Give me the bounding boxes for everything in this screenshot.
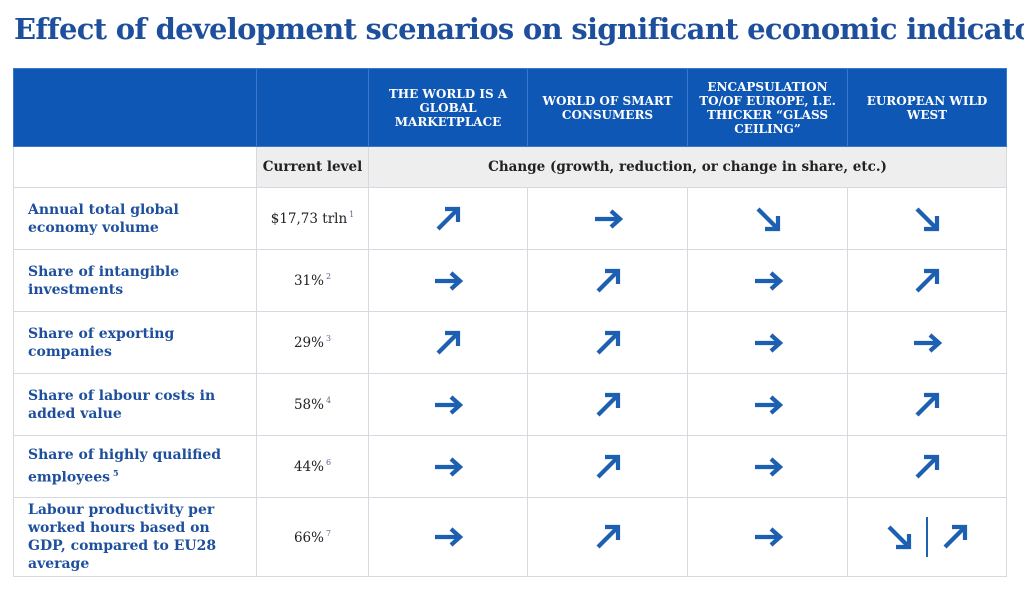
change-cell (687, 187, 848, 250)
current-level-value: 31% 2 (256, 249, 369, 312)
change-cell (368, 497, 528, 577)
indicator-label-text: Labour productivity per worked hours bas… (28, 502, 217, 572)
change-cell (527, 249, 688, 312)
column-header: EUROPEAN WILD WEST (847, 68, 1007, 147)
column-header: WORLD OF SMART CONSUMERS (527, 68, 688, 147)
change-cell (847, 497, 1007, 577)
footnote-marker: 1 (349, 210, 355, 219)
change-cell (368, 249, 528, 312)
table-row: Labour productivity per worked hours bas… (13, 497, 1007, 577)
change-cell (687, 373, 848, 436)
indicator-label-text: Share of exporting companies (28, 325, 175, 360)
change-cell (527, 187, 688, 250)
footnote-marker: 6 (325, 458, 332, 467)
column-header: ENCAPSULATION TO/OF EUROPE, I.E. THICKER… (687, 68, 848, 147)
arrow-down-right-icon (751, 205, 785, 233)
table-row: Annual total global economy volume $17,73… (13, 187, 1007, 250)
arrow-right-icon (431, 523, 465, 551)
indicator-label-text: Share of highly qualified employees 5 (28, 447, 222, 486)
change-cell (527, 373, 688, 436)
page-title: Effect of development scenarios on signi… (14, 12, 1024, 46)
header-blank (256, 68, 369, 147)
indicator-label: Share of highly qualified employees 5 (13, 435, 257, 498)
indicator-label: Annual total global economy volume (13, 187, 257, 250)
indicator-label: Share of labour costs in added value (13, 373, 257, 436)
change-cell (847, 249, 1007, 312)
divider (926, 517, 928, 557)
arrow-up-right-icon (591, 523, 625, 551)
current-level-value: $17,73 trln 1 (256, 187, 369, 250)
indicator-label-text: Annual total global economy volume (28, 201, 179, 236)
change-cell (527, 497, 688, 577)
table-row: Share of labour costs in added value 58% 4 (13, 373, 1007, 436)
arrow-down-right-icon (910, 205, 944, 233)
arrow-right-icon (751, 391, 785, 419)
change-cell (687, 497, 848, 577)
arrow-up-right-icon (591, 267, 625, 295)
header-row: THE WORLD IS A GLOBAL MARKETPLACE WORLD … (13, 68, 1007, 147)
arrow-right-icon (431, 267, 465, 295)
table-row: Share of intangible investments 31% 2 (13, 249, 1007, 312)
footnote-marker: 3 (325, 334, 332, 343)
arrow-right-icon (431, 391, 465, 419)
arrow-right-icon (910, 329, 944, 357)
indicators-table: THE WORLD IS A GLOBAL MARKETPLACE WORLD … (13, 68, 1007, 577)
subheader-blank (13, 146, 257, 188)
footnote-marker: 5 (113, 468, 119, 479)
arrow-right-icon (591, 205, 625, 233)
arrow-up-right-icon (431, 205, 465, 233)
indicator-label-text: Share of labour costs in added value (28, 387, 216, 422)
change-cell (847, 435, 1007, 498)
footnote-marker: 7 (325, 528, 332, 538)
current-level-value: 58% 4 (256, 373, 369, 436)
indicator-label: Share of intangible investments (13, 249, 257, 312)
arrow-up-right-icon (591, 329, 625, 357)
change-header: Change (growth, reduction, or change in … (368, 146, 1007, 188)
arrow-up-right-icon (910, 391, 944, 419)
arrow-up-right-icon (591, 453, 625, 481)
header-corner (13, 68, 257, 147)
table-row: Share of highly qualified employees 5 44% 6 (13, 435, 1007, 498)
change-cell (368, 311, 528, 374)
change-cell (527, 435, 688, 498)
current-level-value: 44% 6 (256, 435, 369, 498)
footnote-marker: 4 (325, 396, 332, 405)
arrow-up-right-icon (910, 453, 944, 481)
indicator-label-text: Share of intangible investments (28, 263, 180, 298)
change-cell (847, 187, 1007, 250)
footnote-marker: 2 (325, 272, 332, 281)
arrow-right-icon (751, 453, 785, 481)
arrow-up-right-icon (910, 267, 944, 295)
arrow-up-right-icon (591, 391, 625, 419)
arrow-up-right-icon (431, 329, 465, 357)
arrow-up-right-icon (938, 523, 972, 551)
indicator-label: Labour productivity per worked hours bas… (13, 497, 257, 577)
change-cell (368, 373, 528, 436)
current-level-value: 29% 3 (256, 311, 369, 374)
change-cell (687, 311, 848, 374)
change-cell (687, 249, 848, 312)
arrow-right-icon (431, 453, 465, 481)
current-level-header: Current level (256, 146, 369, 188)
arrow-right-icon (751, 267, 785, 295)
change-cell (368, 435, 528, 498)
current-level-value: 66% 7 (256, 497, 369, 577)
arrow-down-right-icon (882, 523, 916, 551)
change-cell (687, 435, 848, 498)
change-cell (368, 187, 528, 250)
arrow-right-icon (751, 523, 785, 551)
subheader-row: Current level Change (growth, reduction,… (13, 146, 1007, 188)
change-cell (847, 311, 1007, 374)
change-cell (527, 311, 688, 374)
indicator-label: Share of exporting companies (13, 311, 257, 374)
column-header: THE WORLD IS A GLOBAL MARKETPLACE (368, 68, 528, 147)
change-cell (847, 373, 1007, 436)
arrow-right-icon (751, 329, 785, 357)
table-row: Share of exporting companies 29% 3 (13, 311, 1007, 374)
